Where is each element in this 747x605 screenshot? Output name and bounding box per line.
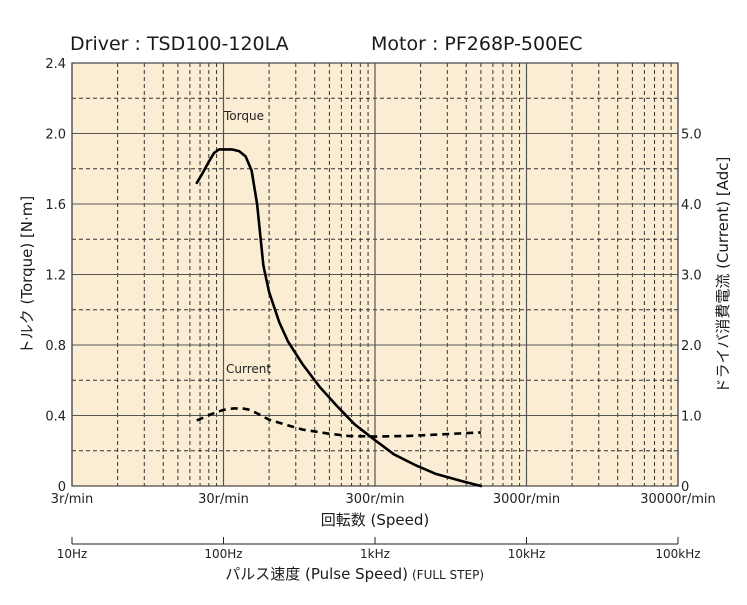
y-right-tick-label: 2.0: [681, 339, 702, 354]
plot-frame: [71, 62, 679, 487]
y-left-tick-label: 2.4: [45, 57, 66, 72]
chart-title-motor: Motor : PF268P-500EC: [371, 33, 582, 55]
pulse-tick-label: 100Hz: [204, 547, 242, 561]
x-tick-label: 30r/min: [198, 492, 249, 507]
tick-layer: 3r/min 30r/min 300r/min 3000r/min 30000r/min…: [45, 57, 715, 507]
y-right-tick-label: 1.0: [681, 410, 702, 425]
series-layer: [195, 148, 483, 488]
pulse-tick-label: 10kHz: [508, 547, 546, 561]
x-tick-label: 30000r/min: [640, 492, 716, 507]
y-left-tick-label: 0: [58, 480, 66, 495]
pulse-axis-note: (FULL STEP): [412, 568, 484, 582]
y-left-tick-label: 0.4: [45, 410, 66, 425]
x-tick-label: 300r/min: [345, 492, 404, 507]
y-axis-title-left: トルク (Torque) [N·m]: [18, 196, 36, 355]
pulse-axis-title: パルス速度 (Pulse Speed): [225, 565, 408, 583]
y-right-tick-label: 3.0: [681, 269, 702, 284]
chart-title-driver: Driver : TSD100-120LA: [70, 33, 289, 55]
pulse-axis: 10Hz 100Hz 1kHz 10kHz 100kHz: [57, 537, 701, 561]
y-left-tick-label: 1.2: [45, 269, 66, 284]
y-left-tick-label: 0.8: [45, 339, 66, 354]
series-current-line: [196, 407, 481, 438]
pulse-tick-label: 100kHz: [655, 547, 700, 561]
y-right-tick-label: 0: [681, 480, 689, 495]
x-tick-label: 3r/min: [51, 492, 94, 507]
y-left-tick-label: 2.0: [45, 128, 66, 143]
y-axis-title-right: ドライバ消費電流 (Current) [Adc]: [714, 157, 732, 394]
series-torque-line: [195, 148, 483, 488]
y-right-tick-label: 4.0: [681, 198, 702, 213]
x-tick-label: 3000r/min: [493, 492, 560, 507]
series-label-torque: Torque: [223, 109, 264, 123]
y-right-tick-label: 5.0: [681, 128, 702, 143]
pulse-tick-label: 10Hz: [57, 547, 88, 561]
x-axis-title: 回転数 (Speed): [321, 511, 430, 529]
y-left-tick-label: 1.6: [45, 198, 66, 213]
series-label-current: Current: [226, 362, 271, 376]
pulse-tick-label: 1kHz: [360, 547, 390, 561]
